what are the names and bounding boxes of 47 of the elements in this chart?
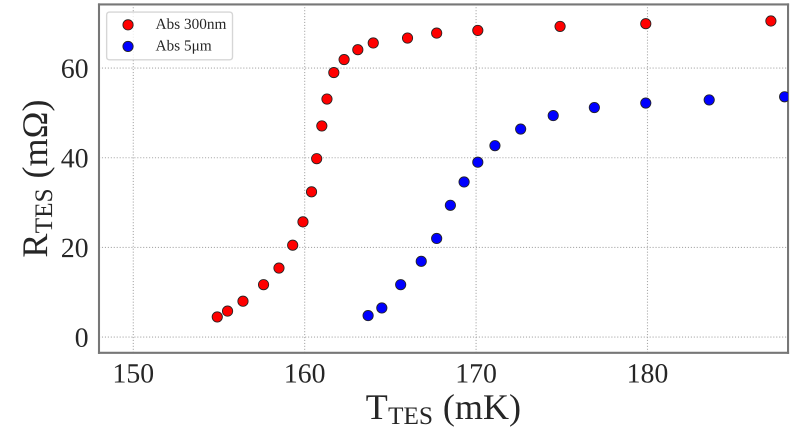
point — [640, 18, 652, 30]
point — [368, 37, 379, 49]
point — [515, 123, 526, 135]
y-tick-label: 40 — [61, 148, 88, 168]
point — [395, 279, 406, 290]
point — [338, 54, 350, 66]
point — [472, 24, 484, 36]
point — [548, 110, 559, 122]
point — [640, 97, 652, 109]
point — [212, 311, 223, 322]
point — [352, 44, 364, 56]
x-tick-label: 160 — [286, 364, 324, 383]
point — [704, 94, 715, 106]
point — [306, 186, 318, 198]
point — [588, 102, 600, 114]
x-axis-title: T$_{TES}$ (mK) — [366, 394, 520, 427]
y-tick-label: 0 — [76, 328, 88, 348]
point — [297, 216, 309, 228]
point — [765, 15, 776, 27]
point — [311, 153, 322, 164]
legend-label: Abs 5μm — [156, 40, 212, 54]
legend-label: Abs 300nm — [156, 18, 226, 30]
y-tick-label: 20 — [62, 238, 88, 258]
point — [321, 93, 333, 105]
x-tick-label: 150 — [114, 364, 154, 383]
x-tick-label: 180 — [629, 364, 668, 383]
point — [472, 156, 484, 168]
point — [362, 310, 374, 322]
point — [416, 256, 427, 267]
point — [444, 200, 456, 211]
point — [489, 140, 501, 152]
x-tick-label: 170 — [458, 364, 496, 383]
point — [316, 120, 328, 132]
point — [402, 32, 414, 44]
point — [258, 279, 270, 290]
point — [222, 306, 234, 317]
point — [287, 240, 298, 251]
point — [237, 296, 249, 307]
point — [273, 262, 285, 274]
point — [376, 302, 388, 314]
y-tick-label: 60 — [62, 59, 88, 78]
point — [458, 176, 470, 188]
point — [328, 66, 340, 78]
y-axis-title: R$_{TES}$ (mΩ) — [22, 101, 55, 257]
point — [431, 232, 442, 244]
point — [431, 28, 442, 39]
point — [554, 20, 566, 32]
